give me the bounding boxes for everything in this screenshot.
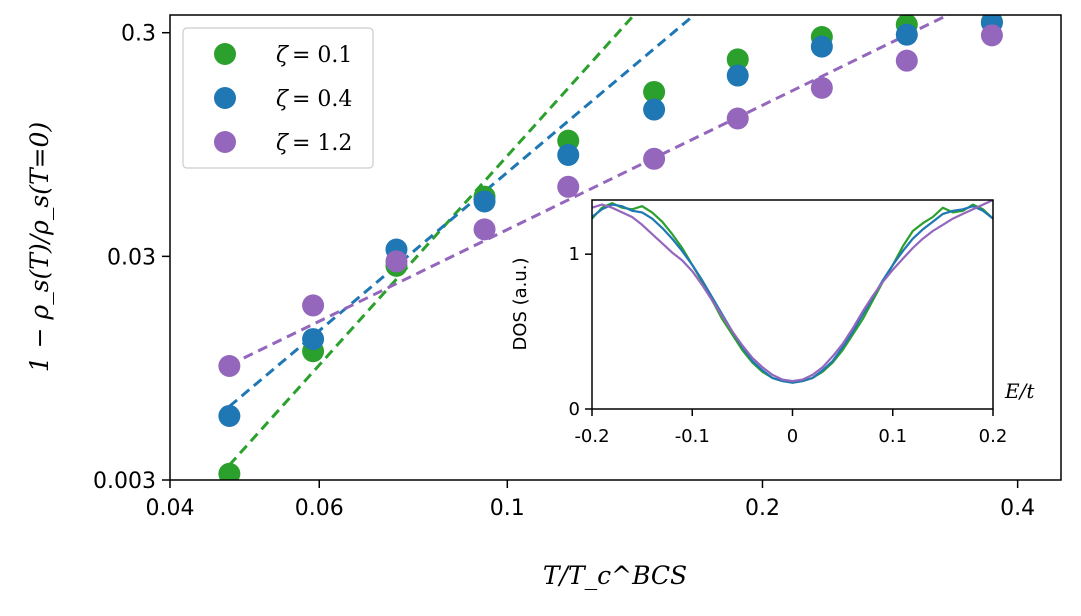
main-y-ticks: 0.003 0.03 0.3 [93,22,170,494]
legend-label: ζ = 0.1 [276,43,352,68]
inset-x-axis-label: E/t [1004,379,1035,403]
fit-line [228,15,952,367]
main-y-tick-label: 0.3 [121,22,156,47]
main-y-tick-label: 0.03 [107,245,156,270]
inset-x-tick-label: -0.1 [675,426,710,447]
main-x-tick-label: 0.06 [295,496,344,521]
dos-line [592,203,993,384]
inset-y-tick-label: 0 [569,399,580,420]
data-point [473,190,496,213]
inset-y-tick-label: 1 [569,244,580,265]
main-x-tick-label: 0.4 [1000,496,1035,521]
data-point [557,175,580,198]
fit-line [228,15,637,467]
main-plot-frame [169,14,1062,481]
data-point [810,35,833,58]
main-x-tick-label: 0.04 [146,496,195,521]
data-point [218,462,241,480]
inset-dos-lines [592,200,993,384]
data-point [726,107,749,130]
dos-line [592,200,993,383]
inset-x-tick-label: 0.1 [878,426,907,447]
data-point [726,64,749,87]
inset-plot: -0.2 -0.1 0 0.1 0.2 01 DOS (a.u.) E/t [510,199,1035,447]
inset-y-axis-label: DOS (a.u.) [510,257,531,350]
data-point [643,147,666,170]
data-point [302,294,325,317]
legend-marker [214,87,236,109]
inset-x-tick-label: -0.2 [574,426,609,447]
data-point [218,404,241,427]
data-point [218,355,241,378]
main-y-axis-label: 1 − ρ_s(T)/ρ_s(T=0) [25,122,54,372]
data-point [302,328,325,351]
data-point [643,80,666,103]
data-point [810,76,833,99]
data-point [473,218,496,241]
main-x-axis-label: T/T_c^BCS [543,561,687,590]
main-x-ticks: 0.04 0.06 0.1 0.2 0.4 [146,480,1035,521]
legend-label: ζ = 1.2 [276,131,352,156]
legend-marker [214,131,236,153]
legend: ζ = 0.1 ζ = 0.4 ζ = 1.2 [182,27,374,169]
data-point [643,98,666,121]
inset-x-tick-label: 0 [787,426,798,447]
legend-label: ζ = 0.4 [276,87,352,112]
data-point [557,143,580,166]
legend-marker [214,43,236,65]
data-point [895,49,918,72]
inset-x-tick-label: 0.2 [979,426,1008,447]
main-data-points [218,15,1003,480]
inset-y-ticks: 01 [569,244,592,420]
data-point [980,24,1003,47]
main-x-tick-label: 0.1 [490,496,525,521]
data-point [726,48,749,71]
main-x-tick-label: 0.2 [745,496,780,521]
data-point [385,250,408,273]
inset-x-ticks: -0.2 -0.1 0 0.1 0.2 [574,409,1007,447]
main-y-tick-label: 0.003 [93,469,156,494]
data-point [895,23,918,46]
